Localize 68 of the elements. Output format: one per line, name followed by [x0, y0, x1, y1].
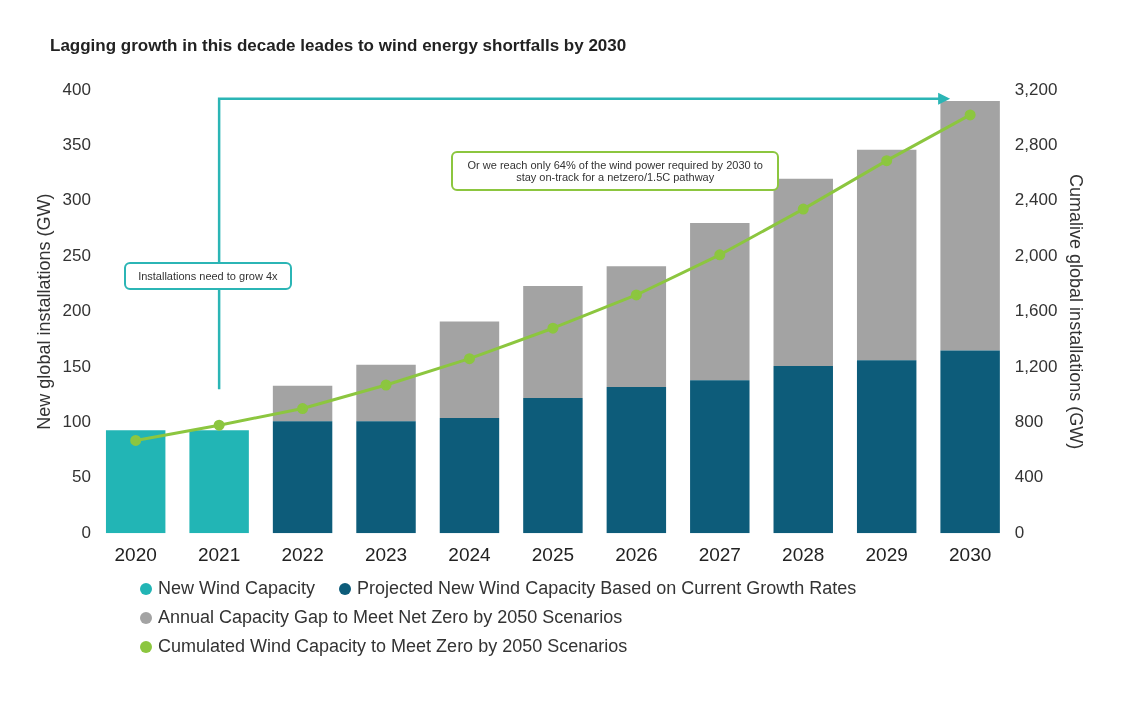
y-tick-label: 400	[62, 79, 91, 99]
legend-label: Annual Capacity Gap to Meet Net Zero by 2050 Scenarios	[158, 607, 623, 628]
bar	[940, 101, 1000, 351]
y-tick-label: 0	[81, 522, 91, 542]
bar	[439, 417, 500, 534]
chart-title: Lagging growth in this decade leades to wind energy shortfalls by 2030	[50, 36, 627, 56]
y2-tick-label: 3,200	[1014, 79, 1058, 99]
y2-tick-label: 1,200	[1014, 356, 1058, 376]
x-tick-label: 2024	[448, 543, 492, 565]
bar	[690, 222, 750, 381]
point	[881, 155, 893, 167]
y-tick-label: 250	[62, 245, 91, 265]
point	[547, 322, 559, 334]
bar	[105, 430, 166, 534]
bar	[523, 286, 583, 399]
x-tick-label: 2023	[364, 543, 408, 565]
y2-tick-label: 800	[1014, 412, 1044, 432]
y2-tick-label: 2,000	[1014, 245, 1058, 265]
x-tick-label: 2026	[615, 543, 658, 565]
bar	[773, 365, 833, 534]
point	[463, 353, 475, 365]
x-tick-label: 2029	[865, 543, 908, 565]
point	[630, 289, 642, 301]
bar	[773, 178, 833, 366]
point	[130, 434, 142, 446]
bar	[356, 364, 416, 422]
y2-tick-label: 0	[1014, 522, 1025, 542]
bar	[272, 421, 333, 534]
point	[297, 403, 309, 415]
point	[964, 109, 976, 121]
y2-axis-title: Cumalive global installations (GW)	[1066, 174, 1087, 450]
bar	[523, 398, 583, 534]
x-tick-label: 2030	[949, 543, 992, 565]
y-tick-label: 100	[62, 412, 91, 432]
x-tick-label: 2028	[782, 543, 825, 565]
y-tick-label: 300	[62, 190, 91, 210]
annotation: Or we reach only 64% of the wind power required by 2030 to stay on-track for a netzero/1.5C pathway	[451, 150, 780, 191]
y2-tick-label: 1,600	[1014, 301, 1058, 321]
x-tick-label: 2022	[281, 543, 324, 565]
bar	[439, 321, 500, 418]
bar	[606, 266, 667, 387]
point	[797, 203, 809, 215]
bar	[356, 421, 416, 534]
legend-label: Cumulated Wind Capacity to Meet Zero by 2050 Scenarios	[158, 636, 628, 657]
y-tick-label: 150	[62, 356, 91, 376]
bar	[940, 350, 1000, 534]
x-tick-label: 2027	[698, 543, 741, 565]
bar	[189, 430, 249, 534]
y-tick-label: 350	[62, 135, 91, 155]
bar	[856, 149, 917, 361]
point	[714, 249, 726, 261]
x-tick-label: 2021	[197, 543, 241, 565]
y2-tick-label: 2,800	[1014, 135, 1058, 155]
bar	[690, 380, 750, 534]
y-tick-label: 50	[72, 467, 91, 487]
legend-label: Projected New Wind Capacity Based on Current Growth Rates	[357, 578, 857, 599]
annotation: Installations need to grow 4x	[124, 261, 292, 290]
y2-tick-label: 400	[1014, 467, 1044, 487]
y-tick-label: 200	[62, 301, 91, 321]
x-tick-label: 2025	[531, 543, 575, 565]
y2-tick-label: 2,400	[1014, 190, 1058, 210]
bar	[856, 360, 917, 534]
bar	[606, 386, 667, 534]
point	[213, 419, 225, 431]
point	[380, 379, 392, 391]
legend-label: New Wind Capacity	[158, 578, 316, 599]
x-tick-label: 2020	[114, 543, 157, 565]
y-axis-title: New global installations (GW)	[33, 193, 54, 430]
